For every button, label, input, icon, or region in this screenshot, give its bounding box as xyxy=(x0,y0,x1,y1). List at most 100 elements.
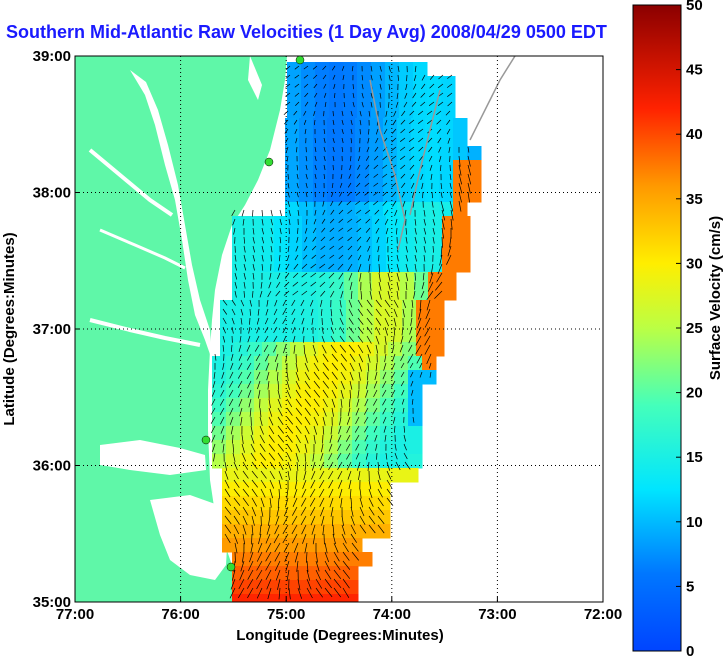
velocity-cell xyxy=(371,62,386,77)
velocity-cell xyxy=(324,412,339,427)
velocity-vector xyxy=(373,200,379,206)
velocity-vector xyxy=(340,497,343,508)
velocity-vector xyxy=(282,299,287,307)
velocity-cell xyxy=(315,104,330,119)
velocity-vector xyxy=(376,236,380,243)
velocity-cell xyxy=(240,454,255,469)
velocity-cell xyxy=(240,440,255,455)
velocity-vector xyxy=(324,560,331,571)
chesapeake-bay xyxy=(130,70,212,360)
velocity-vector xyxy=(255,335,260,343)
velocity-vector xyxy=(267,380,270,390)
velocity-vector xyxy=(328,461,334,470)
velocity-vector xyxy=(348,398,351,408)
velocity-vector xyxy=(219,398,225,406)
velocity-cell xyxy=(318,314,333,329)
velocity-vector xyxy=(333,578,342,589)
velocity-cell xyxy=(400,230,415,245)
velocity-vector xyxy=(396,272,400,282)
velocity-vector xyxy=(321,515,325,526)
velocity-vector xyxy=(331,380,338,389)
velocity-vector xyxy=(240,317,243,325)
velocity-cell xyxy=(383,146,398,161)
velocity-vector xyxy=(424,335,431,346)
velocity-cell xyxy=(316,230,331,245)
velocity-vector xyxy=(294,92,300,97)
velocity-vector xyxy=(310,290,317,296)
velocity-vector xyxy=(402,308,405,318)
velocity-cell xyxy=(285,146,300,161)
velocity-cell xyxy=(304,342,319,357)
velocity-cell xyxy=(397,146,412,161)
velocity-vector xyxy=(393,335,395,345)
velocity-vector xyxy=(259,443,266,452)
velocity-cell xyxy=(304,300,319,315)
velocity-vector xyxy=(295,389,302,399)
velocity-vector xyxy=(405,83,408,90)
velocity-cell xyxy=(246,244,261,259)
velocity-vector xyxy=(426,110,433,115)
velocity-vector xyxy=(284,551,290,562)
lon-tick-label: 75:00 xyxy=(267,606,305,623)
velocity-vector xyxy=(303,83,309,88)
velocity-vector xyxy=(268,425,275,435)
velocity-vector xyxy=(331,362,339,371)
velocity-vector xyxy=(305,218,308,225)
velocity-vector xyxy=(403,443,407,451)
velocity-vector xyxy=(429,371,432,378)
velocity-vector xyxy=(232,452,236,462)
velocity-cell xyxy=(358,258,373,273)
velocity-vector xyxy=(331,191,334,198)
velocity-vector xyxy=(322,371,330,380)
velocity-vector xyxy=(297,209,300,216)
velocity-cell xyxy=(288,552,303,567)
velocity-vector xyxy=(338,209,344,215)
velocity-vector xyxy=(286,407,293,416)
velocity-cell xyxy=(327,174,342,189)
velocity-cell xyxy=(408,412,423,427)
velocity-vector xyxy=(210,416,216,424)
velocity-vector xyxy=(313,389,321,398)
velocity-vector xyxy=(293,488,298,499)
velocity-cell xyxy=(402,314,417,329)
velocity-cell xyxy=(306,496,321,511)
velocity-vector xyxy=(322,65,327,70)
velocity-vector xyxy=(295,425,302,434)
velocity-vector xyxy=(338,200,343,206)
velocity-cell xyxy=(232,244,247,259)
velocity-vector xyxy=(259,425,264,435)
velocity-vector xyxy=(373,389,378,398)
velocity-vector xyxy=(357,155,361,162)
velocity-vector xyxy=(246,353,252,361)
velocity-vector xyxy=(424,326,431,337)
velocity-vector xyxy=(323,155,326,161)
velocity-vector xyxy=(367,245,371,252)
velocity-vector xyxy=(300,515,307,525)
velocity-cell xyxy=(369,132,384,147)
velocity-cell xyxy=(302,258,317,273)
velocity-vector xyxy=(310,479,316,489)
velocity-cell xyxy=(380,370,395,385)
velocity-vector xyxy=(224,506,232,515)
velocity-vector xyxy=(315,578,323,589)
velocity-vector xyxy=(315,569,322,581)
velocity-vector xyxy=(249,407,252,417)
velocity-vector xyxy=(265,560,272,571)
velocity-vector xyxy=(247,569,254,580)
velocity-vector xyxy=(383,362,387,371)
velocity-cell xyxy=(250,496,265,511)
velocity-vector xyxy=(252,245,256,253)
velocity-vector xyxy=(345,443,351,451)
velocity-cell xyxy=(338,454,353,469)
velocity-cell xyxy=(278,538,293,553)
velocity-vector xyxy=(248,326,251,334)
velocity-cell xyxy=(330,230,345,245)
lon-tick-label: 74:00 xyxy=(373,606,411,623)
velocity-vector xyxy=(356,227,362,233)
velocity-vector xyxy=(311,524,316,535)
velocity-vector xyxy=(220,416,225,425)
velocity-cell xyxy=(467,160,482,175)
velocity-vector xyxy=(312,335,315,343)
velocity-vector xyxy=(295,245,299,252)
velocity-vector xyxy=(467,173,472,185)
